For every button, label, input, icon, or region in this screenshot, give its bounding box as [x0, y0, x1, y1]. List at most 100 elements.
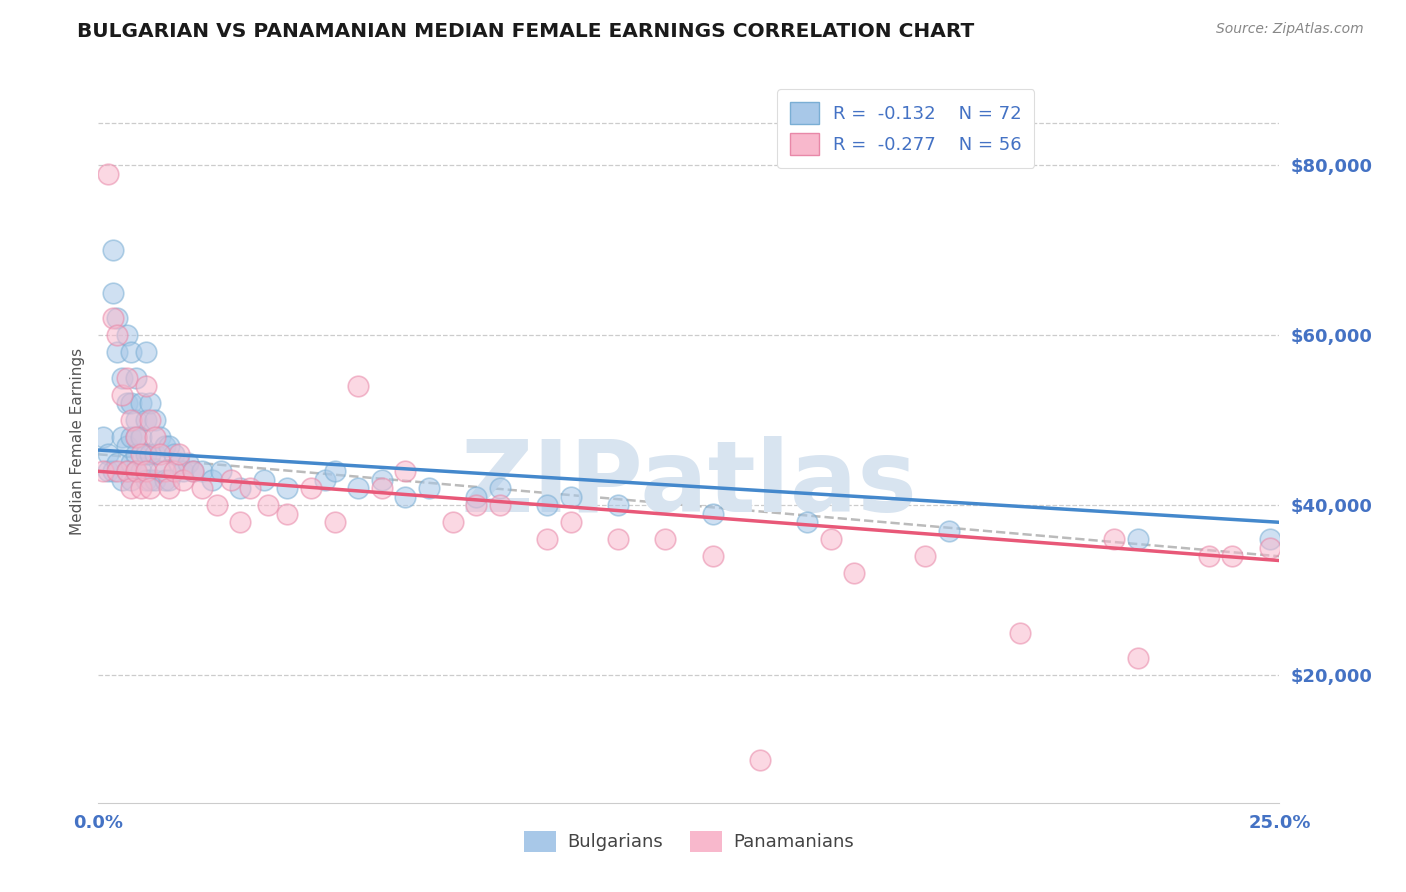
Point: [489, 498, 512, 512]
Point: [135, 413, 157, 427]
Point: [139, 413, 162, 427]
Point: [1198, 549, 1220, 564]
Point: [1220, 549, 1243, 564]
Text: ZIPatlas: ZIPatlas: [461, 436, 917, 533]
Point: [129, 447, 152, 461]
Point: [121, 473, 143, 487]
Point: [115, 328, 138, 343]
Point: [536, 498, 558, 512]
Point: [129, 396, 152, 410]
Point: [91, 464, 114, 478]
Point: [129, 464, 152, 478]
Point: [105, 456, 128, 470]
Point: [125, 371, 148, 385]
Point: [177, 456, 200, 470]
Point: [347, 379, 370, 393]
Point: [125, 447, 148, 461]
Point: [111, 430, 134, 444]
Point: [748, 753, 770, 767]
Point: [115, 464, 138, 478]
Point: [276, 481, 298, 495]
Point: [607, 498, 630, 512]
Point: [125, 430, 148, 444]
Point: [205, 498, 228, 512]
Point: [191, 481, 214, 495]
Point: [111, 473, 134, 487]
Point: [101, 464, 124, 478]
Point: [143, 430, 166, 444]
Point: [97, 167, 120, 181]
Point: [201, 473, 224, 487]
Point: [97, 464, 120, 478]
Point: [239, 481, 262, 495]
Point: [121, 481, 143, 495]
Point: [371, 481, 394, 495]
Point: [121, 413, 143, 427]
Point: [101, 244, 124, 258]
Point: [938, 524, 960, 538]
Point: [129, 430, 152, 444]
Point: [115, 464, 138, 478]
Point: [465, 490, 488, 504]
Point: [105, 464, 128, 478]
Point: [418, 481, 440, 495]
Point: [560, 516, 582, 530]
Point: [394, 464, 416, 478]
Point: [153, 464, 176, 478]
Point: [105, 328, 128, 343]
Point: [111, 371, 134, 385]
Point: [1258, 533, 1281, 547]
Point: [489, 481, 512, 495]
Point: [111, 388, 134, 402]
Point: [101, 285, 124, 300]
Point: [135, 345, 157, 359]
Point: [139, 447, 162, 461]
Point: [143, 447, 166, 461]
Point: [143, 413, 166, 427]
Y-axis label: Median Female Earnings: Median Female Earnings: [69, 348, 84, 535]
Point: [125, 464, 148, 478]
Point: [153, 439, 176, 453]
Point: [139, 396, 162, 410]
Point: [560, 490, 582, 504]
Point: [135, 447, 157, 461]
Point: [191, 464, 214, 478]
Point: [129, 481, 152, 495]
Point: [181, 464, 204, 478]
Point: [163, 447, 186, 461]
Point: [121, 430, 143, 444]
Legend: Bulgarians, Panamanians: Bulgarians, Panamanians: [516, 823, 862, 859]
Point: [149, 464, 172, 478]
Point: [163, 464, 186, 478]
Point: [153, 473, 176, 487]
Point: [276, 507, 298, 521]
Text: BULGARIAN VS PANAMANIAN MEDIAN FEMALE EARNINGS CORRELATION CHART: BULGARIAN VS PANAMANIAN MEDIAN FEMALE EA…: [77, 22, 974, 41]
Point: [115, 439, 138, 453]
Point: [796, 516, 818, 530]
Text: Source: ZipAtlas.com: Source: ZipAtlas.com: [1216, 22, 1364, 37]
Point: [314, 473, 336, 487]
Point: [121, 345, 143, 359]
Point: [229, 481, 252, 495]
Point: [149, 430, 172, 444]
Point: [219, 473, 242, 487]
Point: [105, 345, 128, 359]
Point: [1126, 651, 1149, 665]
Point: [125, 413, 148, 427]
Point: [1126, 533, 1149, 547]
Point: [1008, 625, 1031, 640]
Point: [914, 549, 936, 564]
Point: [135, 464, 157, 478]
Point: [820, 533, 842, 547]
Point: [253, 473, 276, 487]
Point: [149, 447, 172, 461]
Point: [347, 481, 370, 495]
Point: [167, 456, 190, 470]
Point: [143, 473, 166, 487]
Point: [702, 507, 724, 521]
Point: [1102, 533, 1125, 547]
Point: [115, 396, 138, 410]
Point: [172, 473, 194, 487]
Point: [97, 447, 120, 461]
Point: [101, 311, 124, 326]
